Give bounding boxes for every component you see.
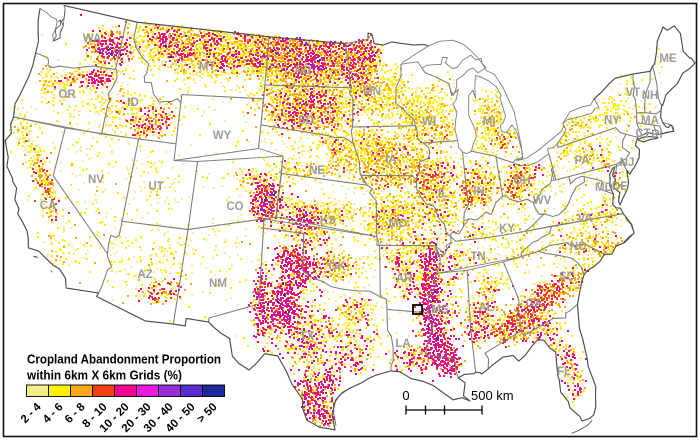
svg-text:WI: WI (422, 116, 436, 128)
svg-text:OR: OR (58, 89, 76, 101)
svg-text:GA: GA (525, 298, 542, 310)
svg-text:NC: NC (570, 241, 587, 253)
svg-text:MD: MD (595, 182, 613, 194)
svg-text:WY: WY (213, 130, 232, 142)
svg-text:ME: ME (659, 53, 677, 65)
svg-text:SC: SC (559, 271, 575, 283)
svg-text:NH: NH (642, 90, 659, 102)
svg-text:NV: NV (88, 174, 104, 186)
svg-text:TN: TN (470, 251, 485, 263)
svg-text:Cropland Abandonment Proportio: Cropland Abandonment Proportion (27, 352, 221, 367)
svg-text:0: 0 (402, 388, 409, 403)
svg-text:WV: WV (533, 195, 552, 207)
svg-text:KS: KS (320, 215, 336, 227)
svg-text:MN: MN (363, 86, 381, 98)
svg-text:UT: UT (148, 181, 163, 193)
svg-text:FL: FL (557, 366, 571, 378)
svg-text:NM: NM (209, 278, 227, 290)
svg-text:CA: CA (40, 200, 57, 212)
svg-text:CO: CO (226, 201, 243, 213)
svg-text:OH: OH (513, 175, 530, 187)
svg-text:VA: VA (577, 213, 592, 225)
svg-text:TX: TX (300, 331, 315, 343)
svg-text:AL: AL (478, 302, 493, 314)
svg-text:NJ: NJ (620, 157, 635, 169)
svg-text:IL: IL (438, 188, 448, 200)
svg-text:WA: WA (83, 33, 102, 45)
svg-text:CT: CT (635, 128, 650, 140)
svg-text:IA: IA (385, 154, 397, 166)
svg-text:PA: PA (574, 155, 589, 167)
svg-text:OK: OK (328, 261, 346, 273)
svg-text:VT: VT (626, 87, 641, 99)
svg-text:500 km: 500 km (471, 388, 514, 403)
svg-text:MO: MO (389, 218, 408, 230)
svg-text:AR: AR (396, 273, 413, 285)
svg-text:DE: DE (612, 181, 628, 193)
svg-text:within 6km X 6km Grids (%): within 6km X 6km Grids (%) (26, 368, 182, 383)
svg-text:KY: KY (499, 223, 515, 235)
svg-text:IN: IN (473, 186, 485, 198)
svg-text:RI: RI (651, 129, 663, 141)
svg-text:LA: LA (395, 338, 410, 350)
svg-text:MS: MS (431, 304, 449, 316)
svg-text:NY: NY (604, 115, 620, 127)
svg-text:ND: ND (295, 65, 312, 77)
svg-text:SD: SD (298, 115, 314, 127)
svg-text:AZ: AZ (137, 269, 152, 281)
svg-text:ID: ID (127, 97, 139, 109)
svg-text:NE: NE (309, 165, 325, 177)
svg-text:MT: MT (199, 61, 216, 73)
svg-text:MI: MI (483, 116, 496, 128)
svg-text:MA: MA (641, 115, 659, 127)
